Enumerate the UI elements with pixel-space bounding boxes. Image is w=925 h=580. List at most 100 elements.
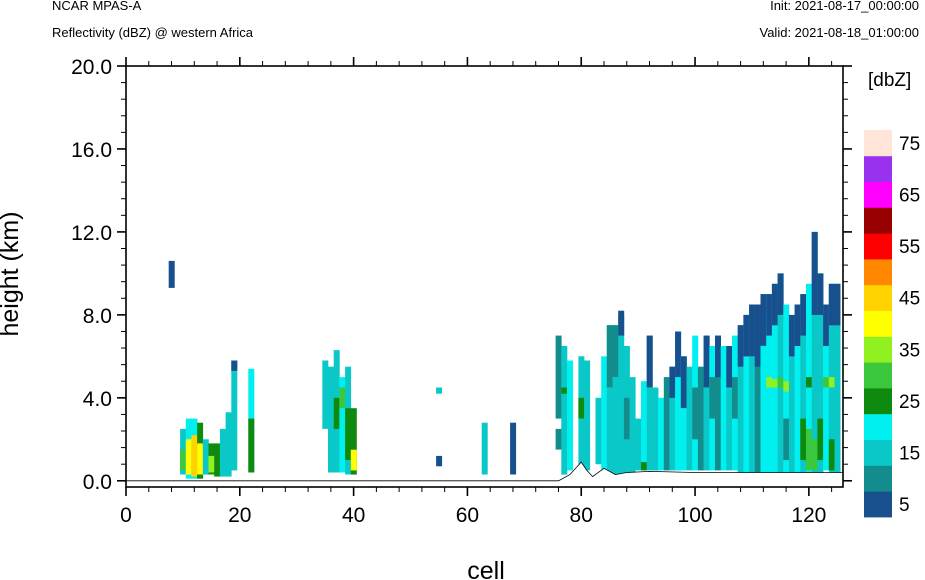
colorbar-label: 25 — [899, 392, 920, 413]
y-tick-label: 0.0 — [83, 471, 112, 494]
reflectivity-cell — [680, 356, 687, 409]
plot-area — [168, 231, 841, 479]
reflectivity-cell — [754, 304, 761, 475]
reflectivity-cell — [788, 314, 795, 475]
reflectivity-cell — [663, 377, 670, 471]
colorbar-swatch — [864, 130, 892, 157]
reflectivity-cell — [555, 335, 562, 419]
terrain-fill — [126, 462, 843, 487]
reflectivity-cell — [646, 335, 653, 471]
reflectivity-cell — [584, 360, 591, 471]
colorbar: 5 15 25 35 45 55 65 75 — [864, 130, 920, 518]
reflectivity-cell — [214, 443, 221, 477]
reflectivity-cell — [828, 377, 835, 388]
reflectivity-cell — [749, 304, 756, 357]
valid-time: Valid: 2021-08-18_01:00:00 — [759, 25, 920, 40]
reflectivity-cell — [197, 443, 204, 475]
reflectivity-cell — [185, 439, 192, 475]
reflectivity-cell — [806, 428, 812, 471]
reflectivity-cell — [720, 346, 727, 471]
reflectivity-cell — [350, 408, 357, 475]
reflectivity-cell — [709, 377, 716, 419]
reflectivity-cell — [794, 304, 801, 346]
reflectivity-cell — [777, 377, 784, 388]
reflectivity-cell — [766, 294, 773, 336]
reflectivity-cell — [760, 294, 767, 475]
reflectivity-cell — [732, 377, 738, 419]
y-tick-label: 12.0 — [71, 222, 112, 245]
reflectivity-cell — [788, 314, 795, 357]
reflectivity-cell — [567, 360, 573, 471]
reflectivity-cell — [800, 294, 807, 336]
reflectivity-cell — [595, 397, 602, 465]
colorbar-unit-label: [dbZ] — [868, 70, 911, 91]
y-tick-label: 8.0 — [83, 305, 112, 328]
colorbar-swatch — [864, 310, 892, 337]
colorbar-label: 45 — [899, 289, 920, 310]
reflectivity-cell — [669, 366, 676, 471]
reflectivity-cell — [811, 231, 818, 315]
reflectivity-cell — [811, 231, 818, 475]
reflectivity-cell — [436, 387, 443, 394]
reflectivity-cell — [800, 294, 807, 475]
terrain — [126, 461, 843, 487]
colorbar-label: 35 — [899, 340, 920, 361]
init-time: Init: 2021-08-17_00:00:00 — [770, 0, 919, 13]
reflectivity-cell — [771, 283, 778, 475]
reflectivity-cell — [771, 379, 778, 388]
x-tick-label: 120 — [791, 504, 826, 527]
reflectivity-cell — [783, 418, 790, 461]
terrain-line — [126, 461, 843, 482]
reflectivity-cell — [612, 325, 619, 377]
reflectivity-cell — [754, 304, 761, 367]
reflectivity-cell — [328, 366, 334, 473]
reflectivity-cell — [481, 422, 488, 475]
x-axis-label: cell — [467, 557, 505, 580]
reflectivity-cell — [777, 273, 784, 475]
reflectivity-cell — [248, 418, 255, 473]
reflectivity-cell — [436, 455, 443, 467]
colorbar-swatch — [864, 362, 892, 389]
reflectivity-cell — [771, 283, 778, 326]
colorbar-swatch — [864, 284, 892, 311]
reflectivity-cell — [322, 360, 329, 429]
colorbar-swatch — [864, 491, 892, 518]
plot-frame — [125, 65, 844, 488]
colorbar-swatch — [864, 233, 892, 260]
colorbar-swatch — [864, 439, 892, 466]
reflectivity-cell — [202, 439, 209, 475]
reflectivity-cell — [208, 455, 215, 473]
x-tick-label: 0 — [120, 504, 132, 527]
reflectivity-cell — [703, 335, 710, 471]
reflectivity-cell — [180, 449, 187, 471]
reflectivity-cell — [601, 356, 608, 471]
colorbar-swatch — [864, 259, 892, 286]
reflectivity-cell — [766, 377, 773, 388]
reflectivity-cell — [231, 360, 238, 371]
reflectivity-cell — [561, 387, 568, 394]
reflectivity-cell — [612, 325, 619, 475]
reflectivity-cell — [743, 314, 750, 475]
x-tick-label: 40 — [342, 504, 365, 527]
colorbar-swatch — [864, 465, 892, 492]
reflectivity-cell — [817, 273, 824, 315]
reflectivity-cell — [715, 335, 721, 378]
reflectivity-cell — [510, 422, 517, 475]
reflectivity-cell — [350, 449, 357, 471]
colorbar-label: 65 — [899, 186, 920, 207]
model-name: NCAR MPAS-A — [52, 0, 142, 13]
reflectivity-cell — [168, 260, 175, 288]
colorbar-label: 75 — [899, 134, 920, 155]
reflectivity-cell — [726, 346, 733, 388]
reflectivity-cell — [219, 428, 226, 477]
reflectivity-cell — [794, 304, 801, 475]
reflectivity-cell — [606, 325, 613, 388]
colorbar-swatch — [864, 155, 892, 182]
y-axis-label: height (km) — [0, 211, 24, 336]
reflectivity-cell — [817, 273, 824, 475]
reflectivity-cell — [629, 377, 636, 473]
reflectivity-cell — [652, 387, 659, 471]
reflectivity-cell — [618, 310, 625, 336]
y-tick-label: 16.0 — [71, 139, 112, 162]
reflectivity-cell — [686, 366, 693, 471]
